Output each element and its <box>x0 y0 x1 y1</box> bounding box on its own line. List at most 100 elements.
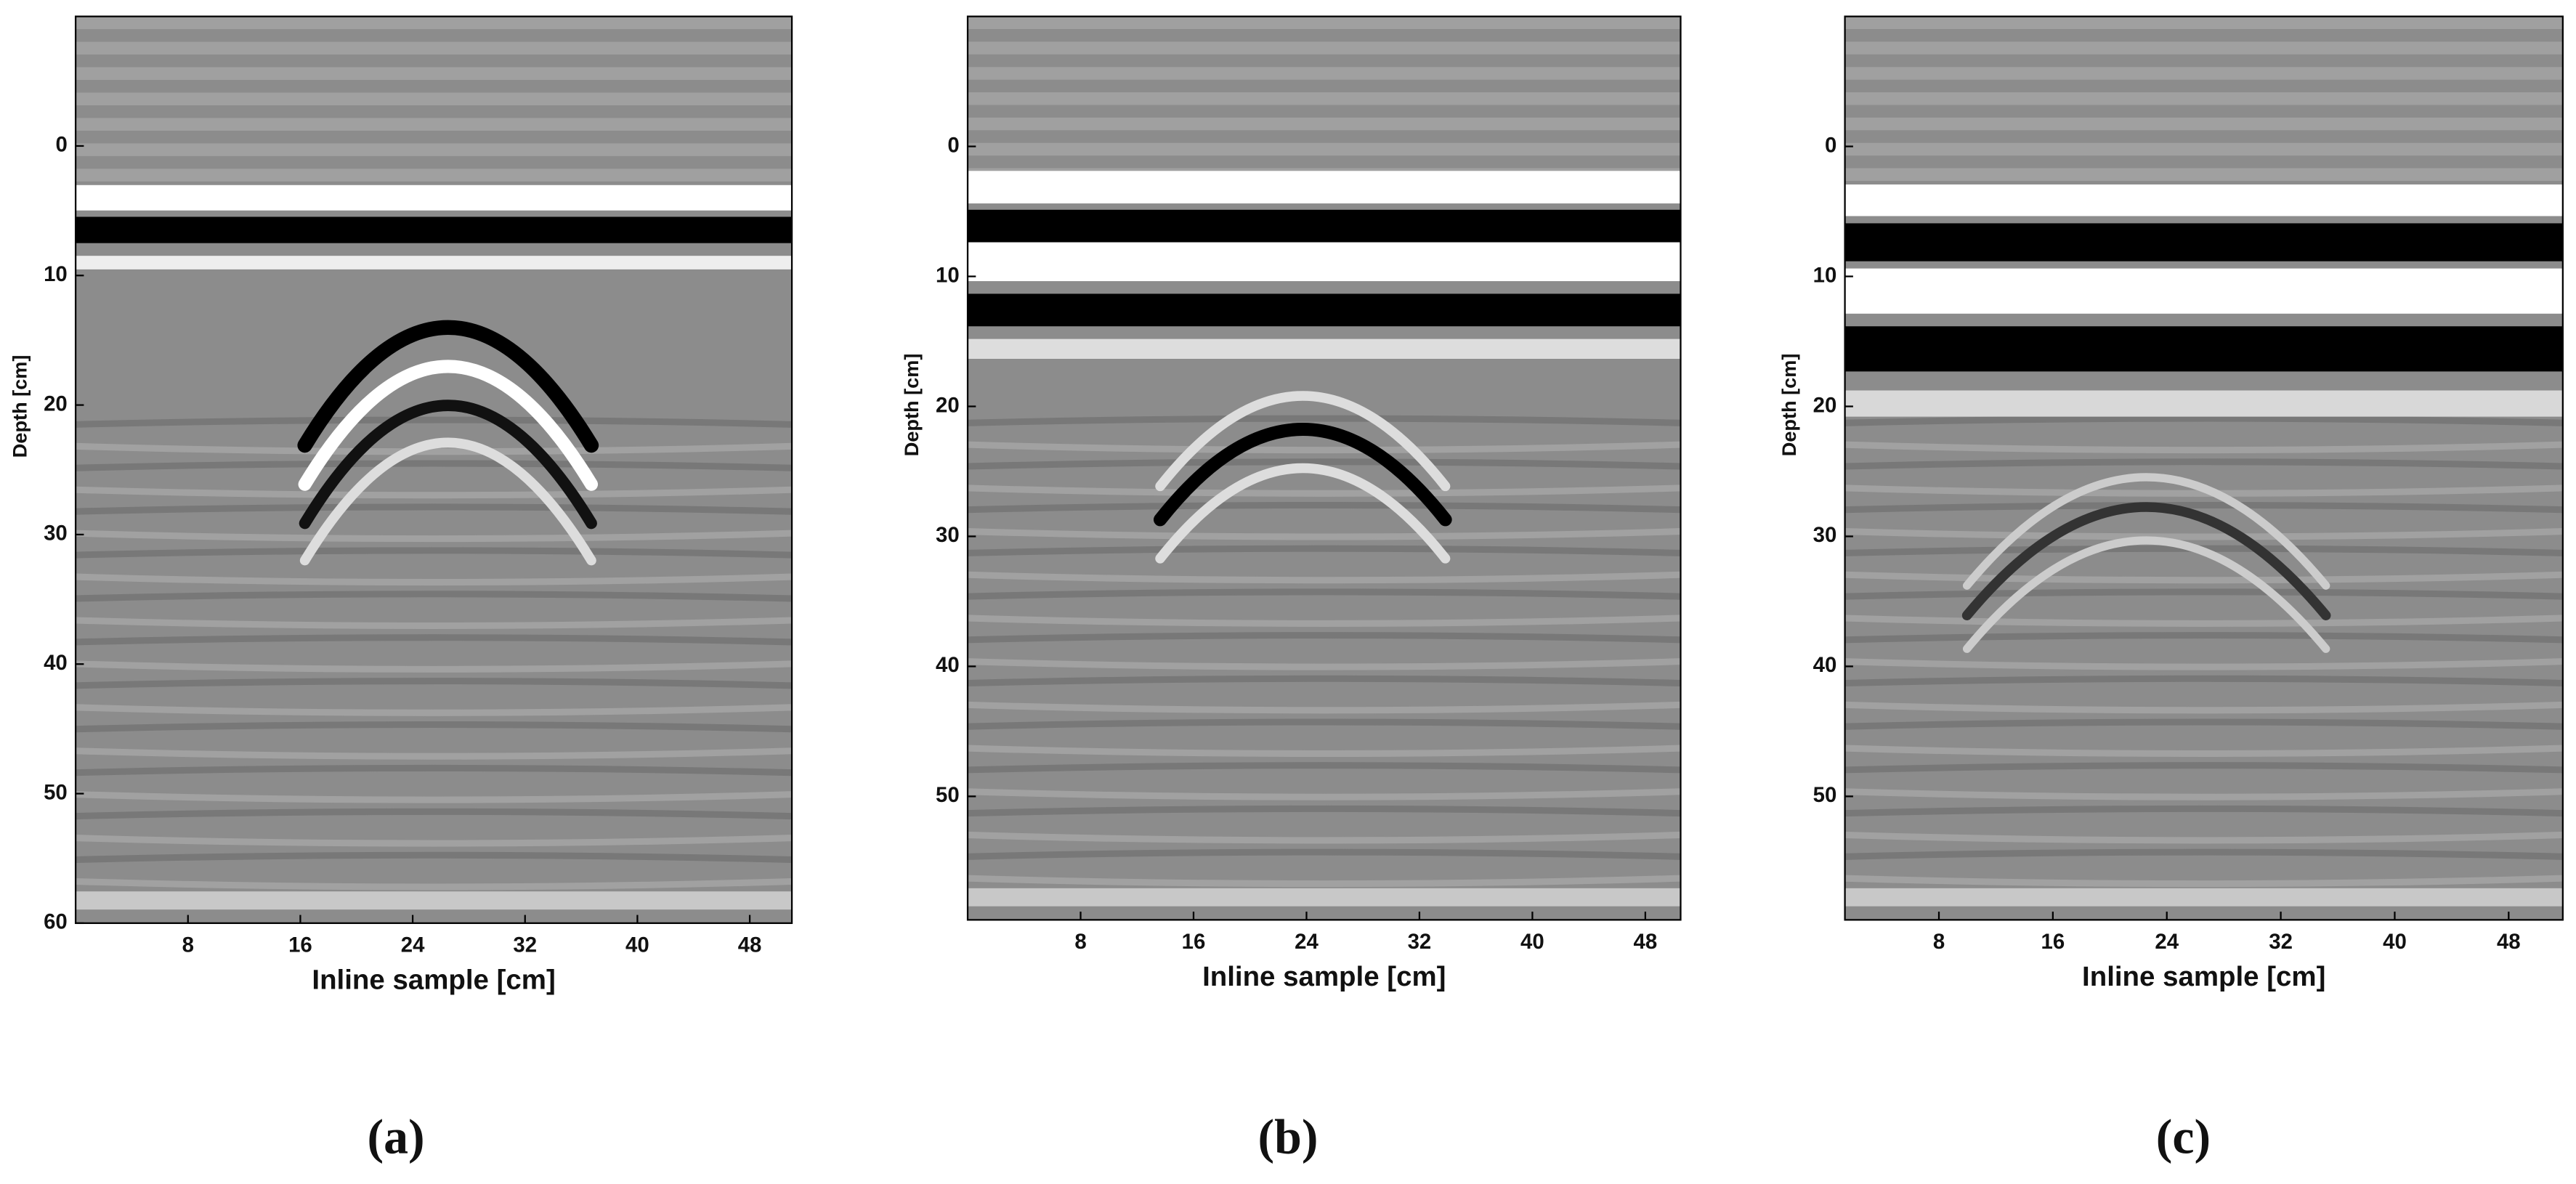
stripe <box>968 415 1681 426</box>
y-tick-label: 30 <box>936 523 960 547</box>
stripe <box>968 571 1681 584</box>
stripe <box>76 442 793 455</box>
x-tick-label: 40 <box>1520 930 1544 954</box>
y-tick-label: 0 <box>55 133 67 157</box>
stripe <box>1844 658 2563 670</box>
band <box>968 209 1681 243</box>
hyperbola <box>1155 391 1451 492</box>
stripe <box>76 660 793 673</box>
stripe <box>1844 718 2563 730</box>
stripe <box>968 848 1681 860</box>
y-tick-label: 0 <box>947 133 959 157</box>
y-tick-label: 40 <box>44 651 68 675</box>
x-tick-label: 16 <box>1182 930 1206 954</box>
x-axis-label: Inline sample [cm] <box>2082 961 2325 992</box>
stripe <box>76 573 793 586</box>
x-tick-label: 24 <box>1295 930 1319 954</box>
y-axis-label: Depth [cm] <box>8 355 31 458</box>
stripe <box>1844 875 2563 888</box>
stripe <box>968 745 1681 758</box>
stripe <box>968 888 1681 907</box>
x-tick-label: 16 <box>2041 930 2065 954</box>
stripe <box>76 891 793 910</box>
stripe <box>76 617 793 629</box>
stripe <box>968 701 1681 714</box>
x-tick-label: 8 <box>182 933 194 957</box>
stripe <box>1844 16 2563 30</box>
y-tick-label: 40 <box>936 653 960 677</box>
x-tick-label: 24 <box>401 933 425 957</box>
stripe <box>1844 142 2563 156</box>
y-axis-label: Depth [cm] <box>1778 354 1800 457</box>
hyperbola <box>299 400 597 530</box>
y-tick-label: 20 <box>1813 393 1837 417</box>
stripe <box>968 658 1681 670</box>
y-tick-label: 10 <box>936 263 960 287</box>
stripe <box>76 460 793 471</box>
stripe <box>1844 41 2563 54</box>
stripe <box>1844 805 2563 817</box>
stripe <box>1844 528 2563 540</box>
band <box>76 185 793 211</box>
stripe <box>76 791 793 803</box>
stripe <box>1844 888 2563 907</box>
stripe <box>968 67 1681 80</box>
panel: 0 10 20 30 40 50 60 8 16 24 32 40 48 Inline sample [c… <box>8 15 793 1164</box>
band <box>968 242 1681 282</box>
y-tick-label: 10 <box>1813 263 1837 287</box>
panel-label: (a) <box>368 1109 425 1164</box>
stripe <box>968 441 1681 454</box>
stripe <box>1844 615 2563 627</box>
stripe <box>1844 588 2563 600</box>
stripe <box>1844 848 2563 860</box>
plot-frame <box>1844 15 2564 921</box>
stripe <box>1844 632 2563 644</box>
band <box>1844 184 2563 216</box>
y-axis-label: Depth [cm] <box>900 354 923 457</box>
x-axis-label: Inline sample [cm] <box>1202 961 1446 992</box>
stripe <box>968 718 1681 730</box>
band <box>76 216 793 243</box>
stripe <box>76 169 793 182</box>
y-tick-label: 40 <box>1813 653 1837 677</box>
x-tick-label: 48 <box>738 933 762 957</box>
stripe <box>968 16 1681 30</box>
stripe <box>1844 92 2563 105</box>
band <box>76 256 793 269</box>
y-tick-label: 20 <box>936 393 960 417</box>
radargram <box>76 16 793 923</box>
stripe <box>968 788 1681 800</box>
stripe <box>76 678 793 689</box>
x-axis-label: Inline sample [cm] <box>312 964 555 995</box>
panel-label: (b) <box>1258 1109 1319 1164</box>
y-tick-label: 50 <box>936 783 960 807</box>
stripe <box>968 875 1681 888</box>
plot-frame <box>74 15 793 925</box>
stripe <box>968 831 1681 844</box>
stripe <box>76 118 793 131</box>
stripe <box>968 588 1681 600</box>
stripe <box>968 615 1681 627</box>
panel-label: (c) <box>2156 1109 2211 1164</box>
stripe <box>968 41 1681 54</box>
band <box>1844 223 2563 261</box>
stripe <box>76 851 793 864</box>
y-tick-label: 0 <box>1825 133 1836 157</box>
stripe <box>1844 484 2563 497</box>
stripe <box>968 545 1681 556</box>
y-tick-label: 60 <box>44 910 68 934</box>
y-tick-label: 50 <box>1813 783 1837 807</box>
stripe <box>1844 117 2563 131</box>
stripe <box>1844 831 2563 844</box>
stripe <box>76 764 793 777</box>
stripe <box>76 547 793 559</box>
hyperbola <box>1155 463 1451 564</box>
radargram <box>968 16 1681 920</box>
stripe <box>1844 745 2563 758</box>
y-tick-label: 30 <box>44 522 68 546</box>
stripe <box>76 67 793 80</box>
y-tick-label: 20 <box>44 392 68 415</box>
stripe <box>968 675 1681 687</box>
stripe <box>76 747 793 760</box>
